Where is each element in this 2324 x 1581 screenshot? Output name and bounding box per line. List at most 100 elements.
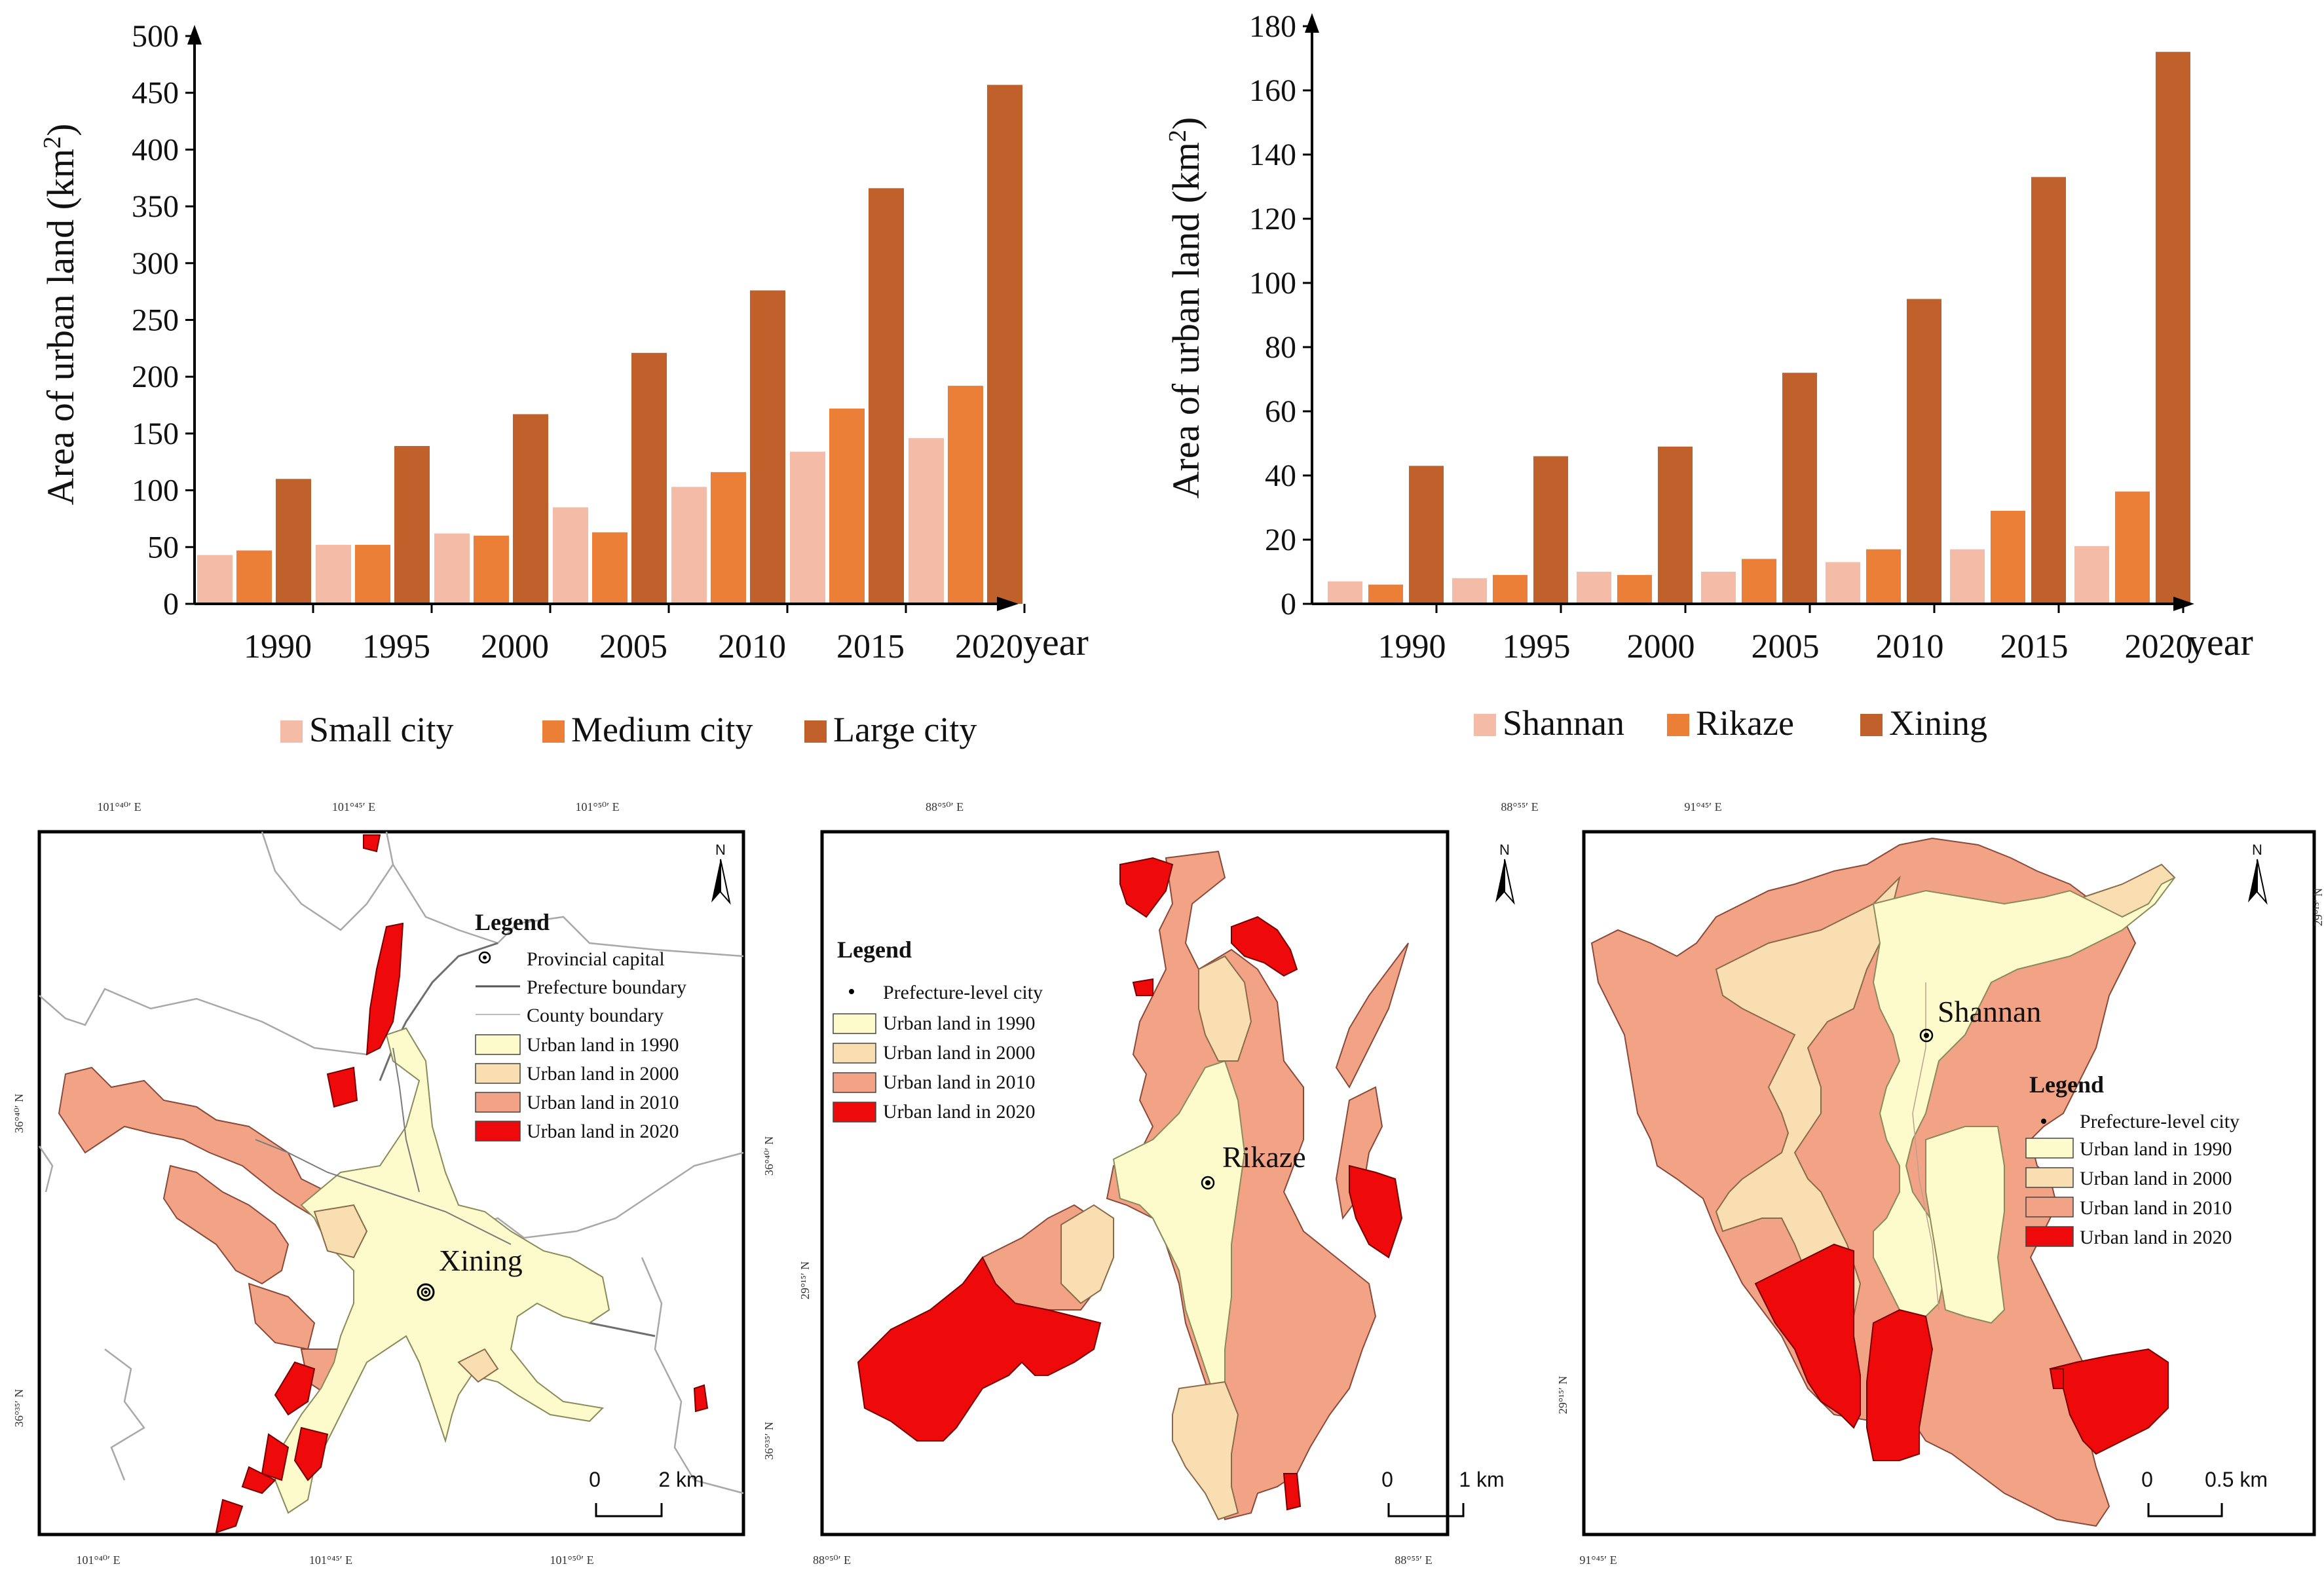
xining-urban-2020 [215, 834, 709, 1534]
svg-text:Urban land in 2010: Urban land in 2010 [527, 1092, 679, 1113]
shannan-legend-2010: Urban land in 2010 [2025, 1197, 2232, 1219]
shannan-legend-1990: Urban land in 1990 [2025, 1138, 2232, 1160]
shannan-legend: Legend Prefecture-level city Urban land … [2025, 1071, 2240, 1248]
chart-cities-x-arrow [2173, 597, 2194, 611]
shannan-coord-left-1: 29°¹⁵′ N [1556, 1376, 1569, 1414]
c2-y-tick-label: 20 [1265, 523, 1296, 557]
c1-x-tick-label: 2020 [955, 628, 1023, 665]
c2-legend-label: Rikaze [1696, 703, 1794, 743]
c1-x-tick-label: 2015 [836, 628, 905, 665]
svg-text:N: N [2252, 842, 2262, 858]
map-xining: Xining Legend Provincial capital Prefect… [12, 800, 776, 1567]
c1-y-tick-label: 500 [132, 19, 179, 54]
map-rikaze: Rikaze Legend Prefecture-level city Urba… [798, 800, 1539, 1567]
shannan-coord-bottom-1: 91°⁴⁵′ E [1579, 1553, 1617, 1567]
c2-y-tick-label: 60 [1265, 394, 1296, 429]
shannan-city-label: Shannan [1938, 995, 2041, 1028]
c1-legend-label: Small city [309, 710, 453, 749]
c2-y-tick-label: 100 [1249, 266, 1296, 301]
chart-city-size-y-title: Area of urban land (km2) [39, 124, 82, 506]
c1-bar-medium-city-2020 [948, 386, 983, 604]
xining-city-marker [417, 1283, 435, 1301]
c2-bar-shannan-1995 [1452, 578, 1487, 604]
rikaze-coord-bottom-1: 88°⁵⁰′ E [813, 1553, 851, 1567]
xining-scale-bar: 0 2 km [589, 1468, 704, 1517]
chart-city-size: 0 50 100 150 200 250 300 350 400 450 500 1990 1995 2… [39, 19, 1089, 749]
chart-city-size-x-title: year [1023, 621, 1089, 663]
chart-cities-y-ticks: 0 20 40 60 80 100 120 140 160 180 [1249, 9, 1312, 622]
c2-bar-shannan-2000 [1577, 572, 1611, 604]
rikaze-coord-bottom-2: 88°⁵⁵′ E [1395, 1553, 1432, 1567]
c1-y-tick-label: 150 [132, 417, 179, 451]
xining-coord-top-3: 101°⁵⁰′ E [575, 800, 619, 813]
svg-text:County boundary: County boundary [527, 1005, 664, 1026]
shannan-legend-2000: Urban land in 2000 [2025, 1167, 2232, 1189]
rikaze-urban-2000 [1060, 955, 1252, 1521]
svg-text:Urban land in 2000: Urban land in 2000 [527, 1063, 679, 1085]
c2-bar-xining-1995 [1533, 456, 1568, 604]
chart-city-size-x-ticks: 1990 1995 2000 2005 2010 2015 2020 [244, 604, 1026, 665]
c2-bar-shannan-2010 [1826, 562, 1860, 604]
c2-bar-shannan-1990 [1328, 581, 1362, 604]
svg-text:Urban land in 2010: Urban land in 2010 [2080, 1197, 2232, 1219]
c1-bar-small-city-2005 [553, 507, 588, 604]
c1-y-tick-label: 400 [132, 132, 179, 167]
xining-rivers [255, 1047, 512, 1245]
xining-legend-title: Legend [475, 909, 550, 935]
c1-x-tick-label: 1995 [362, 628, 430, 665]
c1-bar-medium-city-2005 [592, 532, 628, 604]
c2-bar-rikaze-2000 [1617, 574, 1652, 604]
svg-text:Urban land in 2010: Urban land in 2010 [883, 1071, 1035, 1093]
c1-y-tick-label: 350 [132, 189, 179, 224]
chart-city-size-legend: Small city Medium city Large city [280, 710, 977, 749]
c2-x-tick-label: 2015 [2000, 628, 2069, 665]
c2-legend-swatch [1474, 714, 1496, 736]
c2-bar-rikaze-2015 [1991, 510, 2025, 604]
c2-x-tick-label: 2020 [2125, 628, 2193, 665]
c1-bar-small-city-2010 [671, 487, 707, 604]
svg-text:Prefecture boundary: Prefecture boundary [527, 976, 686, 998]
shannan-coord-right-1: 29°¹⁵′ N [2312, 888, 2324, 926]
svg-text:0: 0 [2141, 1468, 2153, 1491]
c2-y-tick-label: 120 [1249, 202, 1296, 236]
map-shannan: Shannan Legend Prefecture-level city Urb… [1556, 800, 2324, 1567]
chart-cities-y-title: Area of urban land (km2) [1164, 117, 1207, 499]
c2-bar-rikaze-2005 [1742, 559, 1776, 604]
c1-legend-label: Medium city [571, 710, 753, 749]
c1-y-tick-label: 300 [132, 246, 179, 281]
shannan-urban-2020 [1754, 1243, 2169, 1461]
c1-legend-label: Large city [833, 710, 977, 749]
c2-x-tick-label: 1995 [1503, 628, 1571, 665]
c2-y-tick-label: 40 [1265, 458, 1296, 493]
c1-bar-large-city-2015 [869, 188, 904, 604]
c2-legend-swatch [1860, 714, 1883, 736]
xining-legend-prefecture: Prefecture boundary [476, 976, 686, 998]
c1-y-tick-label: 50 [147, 530, 179, 565]
chart-cities-bars [1328, 52, 2190, 604]
chart-city-size-bars [197, 84, 1022, 604]
rikaze-legend-2010: Urban land in 2010 [833, 1071, 1035, 1093]
svg-text:Prefecture-level city: Prefecture-level city [883, 982, 1043, 1003]
xining-coord-bottom-3: 101°⁵⁰′ E [550, 1553, 593, 1567]
c2-bar-xining-2010 [1907, 299, 1941, 604]
svg-text:Urban land in 2020: Urban land in 2020 [527, 1121, 679, 1142]
chart-cities-x-title: year [2188, 621, 2253, 663]
c1-bar-medium-city-2010 [711, 472, 746, 604]
shannan-urban-2010 [1590, 837, 2137, 1527]
xining-legend-1990: Urban land in 1990 [475, 1034, 679, 1056]
svg-text:Urban land in 2000: Urban land in 2000 [883, 1042, 1035, 1064]
xining-urban-2000 [313, 1204, 499, 1383]
c1-y-tick-label: 250 [132, 303, 179, 338]
xining-legend-county: County boundary [476, 1005, 664, 1026]
shannan-city-marker [1919, 1028, 1934, 1043]
shannan-coord-top-1: 91°⁴⁵′ E [1684, 800, 1721, 813]
shannan-legend-2020: Urban land in 2020 [2025, 1226, 2232, 1248]
c2-y-tick-label: 160 [1249, 73, 1296, 108]
rikaze-urban-2020 [857, 857, 1403, 1511]
rikaze-coord-top-2: 88°⁵⁵′ E [1501, 800, 1538, 813]
c1-bar-large-city-2005 [631, 352, 667, 604]
chart-city-size-y-arrow [187, 25, 202, 45]
c2-legend-label: Shannan [1503, 703, 1624, 743]
c2-y-tick-label: 80 [1265, 330, 1296, 365]
c2-bar-xining-2015 [2031, 177, 2066, 604]
